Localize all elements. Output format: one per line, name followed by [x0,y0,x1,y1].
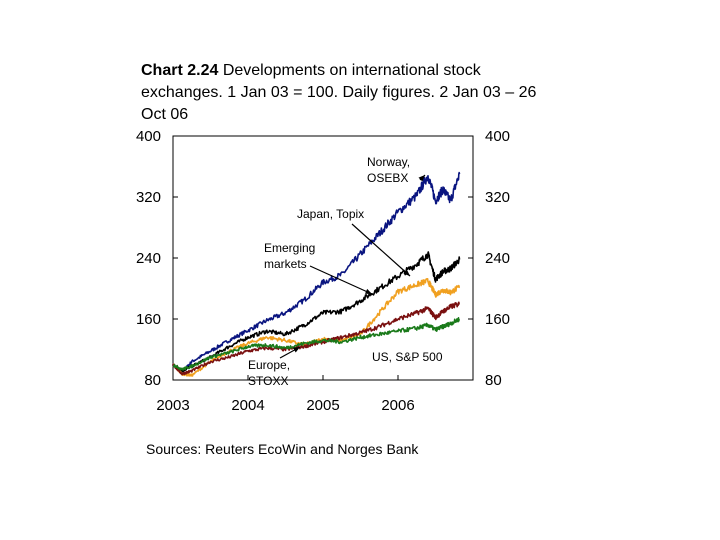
y-tick-label-left: 320 [136,189,161,206]
source-note: Sources: Reuters EcoWin and Norges Bank [146,441,419,457]
annotation-arrowhead [365,288,372,294]
y-tick-label-left: 240 [136,250,161,267]
y-tick-label-right: 400 [485,128,510,145]
annotation-arrowhead [418,175,425,182]
chart-title: Chart 2.24 Developments on international… [141,60,561,126]
annotation-arrow [309,265,373,295]
x-tick-label: 2003 [156,397,189,414]
x-tick-label: 2006 [381,397,414,414]
y-tick-label-right: 80 [485,372,502,389]
x-tick-label: 2004 [231,397,264,414]
chart-title-prefix: Chart 2.24 [141,62,219,79]
series-line-norway-osebx [172,171,461,373]
annotation-label: markets [264,257,307,271]
annotation-arrowhead [293,347,300,353]
y-tick-label-left: 400 [136,128,161,145]
annotation-label: Japan, Topix [297,207,364,221]
series-line-us-s-p-500 [172,316,461,371]
annotation-label: US, S&P 500 [372,350,443,364]
annotation-label: STOXX [248,374,288,388]
annotation-arrowhead [403,269,410,276]
annotation-label: Norway, [367,155,410,169]
y-tick-label-right: 240 [485,250,510,267]
annotation-arrow [351,223,411,277]
x-tick-label: 2005 [306,397,339,414]
y-tick-label-right: 160 [485,311,510,328]
y-tick-label-left: 160 [136,311,161,328]
annotation-label: Europe, [248,358,290,372]
annotation-label: Emerging [264,241,315,255]
y-tick-label-right: 320 [485,189,510,206]
y-tick-label-left: 80 [144,372,161,389]
chart-title-rest: Developments on international stock exch… [141,62,537,123]
annotation-label: OSEBX [367,171,408,185]
